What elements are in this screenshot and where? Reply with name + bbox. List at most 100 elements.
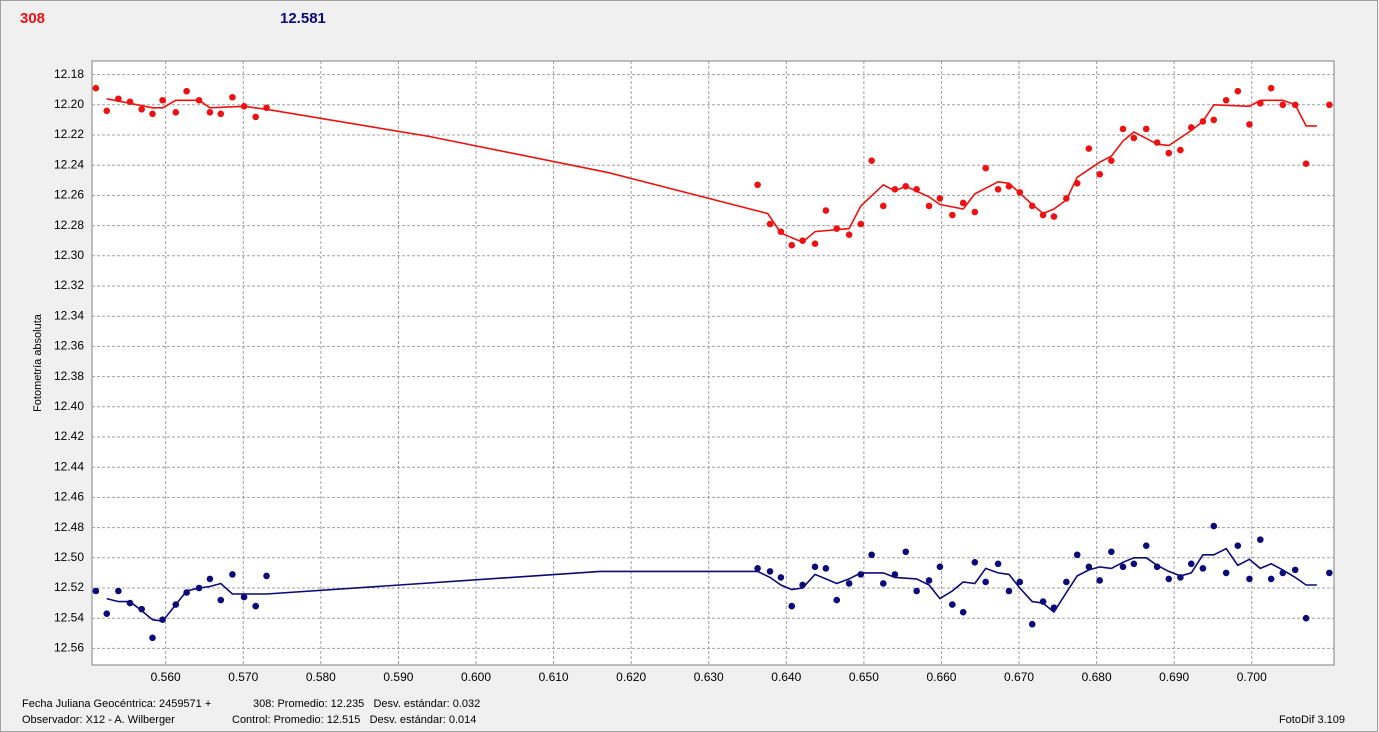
data-point — [788, 241, 796, 249]
data-point — [1142, 125, 1150, 133]
data-point — [115, 95, 122, 103]
data-point — [959, 199, 967, 207]
data-point — [811, 240, 819, 248]
y-tick-label: 12.42 — [54, 429, 84, 443]
data-point — [149, 110, 156, 118]
data-point — [1222, 96, 1230, 104]
data-point — [936, 563, 944, 571]
data-point — [1326, 101, 1333, 109]
data-point — [172, 109, 180, 116]
footer-observer: Observador: X12 - A. Wilberger — [22, 714, 175, 726]
data-point — [263, 572, 270, 580]
data-point — [195, 584, 203, 592]
data-point — [1177, 146, 1184, 154]
data-point — [217, 110, 225, 118]
data-point — [1028, 202, 1036, 210]
footer-target-stats: 308: Promedio: 12.235 Desv. estándar: 0.… — [253, 698, 480, 710]
data-point — [229, 571, 236, 578]
x-tick-label: 0.650 — [849, 670, 879, 684]
data-point — [994, 560, 1002, 568]
data-point — [754, 181, 761, 189]
y-tick-label: 12.44 — [54, 459, 84, 473]
data-point — [925, 577, 933, 584]
data-point — [982, 578, 989, 586]
y-tick-label: 12.52 — [54, 580, 84, 594]
y-tick-label: 12.56 — [54, 641, 84, 655]
data-point — [1028, 620, 1036, 628]
trend-line — [106, 98, 1317, 244]
data-point — [1085, 145, 1093, 152]
control-header: 12.581 — [280, 10, 326, 27]
data-point — [1119, 563, 1127, 571]
data-point — [252, 602, 259, 610]
data-point — [1153, 563, 1161, 571]
y-tick-label: 12.30 — [54, 248, 84, 262]
data-point — [982, 164, 989, 172]
data-point — [1073, 551, 1081, 559]
data-point — [1234, 87, 1242, 95]
footer-software: FotoDif 3.109 — [1279, 714, 1345, 726]
data-point — [902, 183, 910, 190]
data-point — [1199, 118, 1207, 125]
data-point — [1108, 157, 1115, 164]
x-tick-label: 0.660 — [926, 670, 956, 684]
data-point — [1050, 213, 1058, 220]
y-tick-label: 12.18 — [54, 67, 84, 81]
data-point — [1291, 101, 1299, 109]
data-point — [240, 593, 248, 601]
x-tick-label: 0.680 — [1082, 670, 1112, 684]
data-point — [252, 113, 259, 121]
data-point — [149, 634, 156, 642]
data-point — [1130, 134, 1138, 142]
data-point — [1257, 99, 1264, 107]
data-point — [1165, 149, 1173, 157]
data-point — [103, 107, 111, 115]
footer-date: Fecha Juliana Geocéntrica: 2459571 + — [22, 698, 211, 710]
data-point — [925, 202, 933, 210]
data-point — [1039, 598, 1047, 605]
y-tick-label: 12.24 — [54, 157, 84, 171]
data-point — [1130, 560, 1138, 568]
y-tick-label: 12.36 — [54, 339, 84, 353]
y-tick-label: 12.38 — [54, 369, 84, 383]
data-point — [1234, 542, 1242, 550]
data-point — [183, 589, 190, 596]
y-tick-label: 12.20 — [54, 97, 84, 111]
x-tick-label: 0.570 — [228, 670, 258, 684]
data-point — [229, 93, 236, 101]
x-tick-label: 0.560 — [151, 670, 181, 684]
data-point — [833, 596, 841, 604]
data-point — [959, 608, 967, 616]
data-point — [1005, 587, 1013, 595]
data-point — [1257, 536, 1264, 543]
data-point — [788, 602, 796, 610]
data-point — [1039, 211, 1047, 219]
data-point — [1063, 195, 1070, 202]
data-point — [868, 551, 875, 559]
data-point — [1246, 121, 1253, 128]
data-point — [1073, 180, 1081, 187]
data-point — [1063, 578, 1070, 586]
data-point — [115, 587, 122, 595]
data-point — [159, 96, 166, 104]
data-point — [1222, 569, 1230, 577]
data-point — [845, 231, 853, 238]
data-point — [1016, 189, 1024, 196]
data-point — [206, 109, 214, 116]
y-tick-label: 12.48 — [54, 520, 84, 534]
data-point — [949, 211, 956, 219]
data-point — [913, 587, 920, 595]
data-point — [994, 186, 1002, 193]
data-point — [1267, 575, 1275, 583]
data-point — [1302, 614, 1310, 622]
data-point — [1119, 125, 1127, 133]
data-point — [1187, 124, 1195, 131]
data-point — [172, 601, 180, 608]
data-point — [913, 186, 920, 193]
x-tick-label: 0.580 — [306, 670, 336, 684]
data-point — [971, 559, 979, 566]
data-point — [1050, 604, 1058, 611]
data-point — [891, 186, 899, 193]
data-point — [845, 580, 853, 587]
x-tick-label: 0.630 — [694, 670, 724, 684]
